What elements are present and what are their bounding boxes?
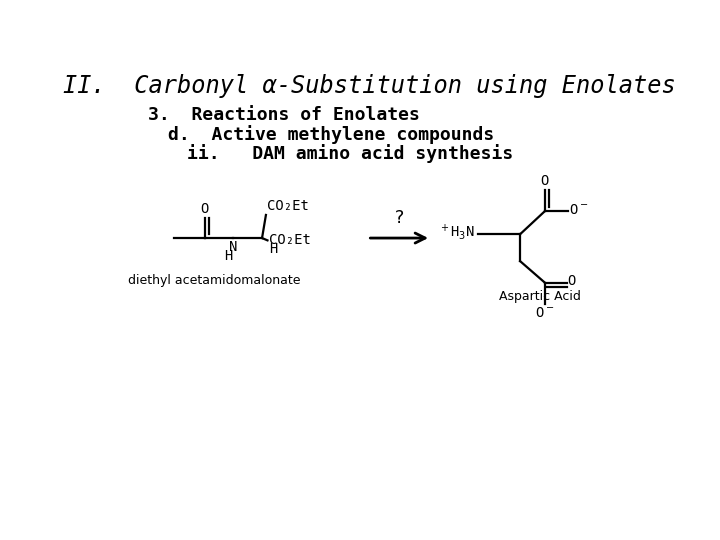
Text: H: H <box>269 242 277 256</box>
Text: O$^-$: O$^-$ <box>535 306 554 320</box>
Text: O$^-$: O$^-$ <box>569 202 588 217</box>
Text: CO₂Et: CO₂Et <box>269 233 311 247</box>
Text: II.  Carbonyl α-Substitution using Enolates: II. Carbonyl α-Substitution using Enolat… <box>63 74 675 98</box>
Text: O: O <box>567 274 576 288</box>
Text: $^+$H$_3$N: $^+$H$_3$N <box>438 222 475 242</box>
Text: diethyl acetamidomalonate: diethyl acetamidomalonate <box>127 274 300 287</box>
Text: 3.  Reactions of Enolates: 3. Reactions of Enolates <box>148 106 420 124</box>
Text: Aspartic Acid: Aspartic Acid <box>498 289 580 302</box>
Text: ?: ? <box>394 210 405 227</box>
Text: H: H <box>224 249 232 263</box>
Text: ii.   DAM amino acid synthesis: ii. DAM amino acid synthesis <box>187 144 513 163</box>
Text: O: O <box>541 174 549 188</box>
Text: CO₂Et: CO₂Et <box>267 199 310 213</box>
Text: N: N <box>229 240 238 254</box>
Text: O: O <box>200 202 209 217</box>
Text: d.  Active methylene compounds: d. Active methylene compounds <box>168 125 494 144</box>
